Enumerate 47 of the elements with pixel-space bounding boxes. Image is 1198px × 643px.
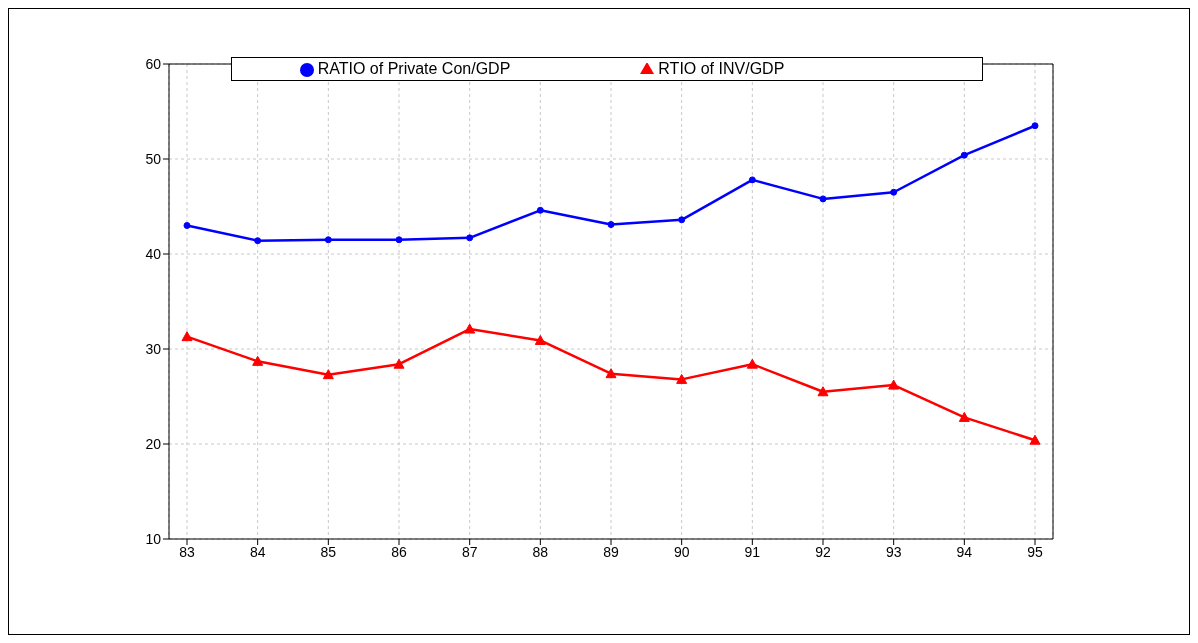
x-tick-label: 93 bbox=[885, 543, 902, 560]
point bbox=[536, 206, 544, 214]
x-tick-label: 90 bbox=[673, 543, 690, 560]
y-tick-label: 50 bbox=[145, 150, 162, 167]
x-tick-label: 89 bbox=[603, 543, 619, 560]
point bbox=[254, 237, 262, 245]
point bbox=[958, 411, 970, 422]
point bbox=[322, 369, 334, 380]
x-tick-label: 86 bbox=[391, 543, 407, 560]
y-tick-label: 20 bbox=[145, 435, 162, 452]
x-tick-label: 92 bbox=[815, 543, 831, 560]
y-tick-label: 60 bbox=[145, 55, 162, 72]
y-tick-label: 40 bbox=[145, 245, 162, 262]
point bbox=[395, 236, 403, 244]
legend-label: RATIO of Private Con/GDP bbox=[317, 60, 511, 77]
point bbox=[324, 236, 332, 244]
point bbox=[607, 221, 615, 229]
point bbox=[252, 355, 264, 366]
point bbox=[1029, 434, 1041, 445]
point bbox=[605, 368, 617, 379]
x-tick-label: 95 bbox=[1027, 543, 1043, 560]
x-tick-label: 94 bbox=[956, 543, 973, 560]
point bbox=[748, 176, 756, 184]
point bbox=[817, 386, 829, 397]
y-tick-label: 10 bbox=[145, 530, 162, 547]
legend-label: RTIO of INV/GDP bbox=[658, 60, 785, 77]
point bbox=[466, 234, 474, 242]
point bbox=[534, 334, 546, 345]
point bbox=[746, 358, 758, 369]
point bbox=[678, 216, 686, 224]
point bbox=[464, 323, 476, 334]
point bbox=[888, 379, 900, 390]
point bbox=[393, 358, 405, 369]
x-tick-label: 85 bbox=[320, 543, 337, 560]
x-tick-label: 91 bbox=[744, 543, 761, 560]
y-tick-label: 30 bbox=[145, 340, 162, 357]
x-tick-label: 87 bbox=[461, 543, 478, 560]
point bbox=[819, 195, 827, 203]
x-tick-label: 84 bbox=[249, 543, 266, 560]
point bbox=[960, 151, 968, 159]
point bbox=[183, 222, 191, 229]
point bbox=[1031, 122, 1039, 130]
x-tick-label: 88 bbox=[532, 543, 549, 560]
point bbox=[890, 188, 898, 196]
x-tick-label: 83 bbox=[179, 543, 195, 560]
point bbox=[181, 331, 193, 342]
point bbox=[676, 373, 688, 384]
